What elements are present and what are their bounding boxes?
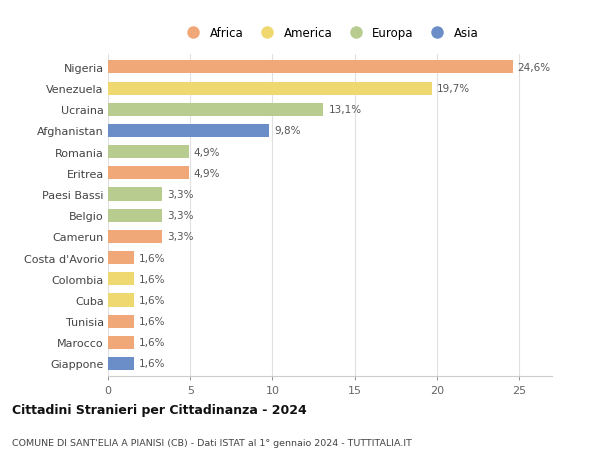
Text: 1,6%: 1,6% (139, 337, 166, 347)
Text: 1,6%: 1,6% (139, 316, 166, 326)
Text: 1,6%: 1,6% (139, 358, 166, 369)
Text: Cittadini Stranieri per Cittadinanza - 2024: Cittadini Stranieri per Cittadinanza - 2… (12, 403, 307, 416)
Bar (108, 209, 162, 222)
Bar (108, 61, 512, 74)
Text: 1,6%: 1,6% (139, 295, 166, 305)
Bar (108, 315, 134, 328)
Bar (108, 103, 323, 117)
Bar (108, 273, 134, 285)
Text: 1,6%: 1,6% (139, 253, 166, 263)
Bar (108, 167, 188, 180)
Text: 24,6%: 24,6% (517, 63, 551, 73)
Bar (108, 357, 134, 370)
Bar (108, 188, 162, 201)
Text: 4,9%: 4,9% (194, 147, 220, 157)
Text: 3,3%: 3,3% (167, 211, 194, 221)
Bar (108, 336, 134, 349)
Text: 3,3%: 3,3% (167, 190, 194, 200)
Text: 1,6%: 1,6% (139, 274, 166, 284)
Text: 9,8%: 9,8% (274, 126, 301, 136)
Text: 3,3%: 3,3% (167, 232, 194, 242)
Bar (108, 252, 134, 264)
Bar (108, 125, 269, 138)
Bar (108, 146, 188, 159)
Text: 19,7%: 19,7% (437, 84, 470, 94)
Bar (108, 82, 432, 95)
Bar (108, 230, 162, 243)
Text: COMUNE DI SANT'ELIA A PIANISI (CB) - Dati ISTAT al 1° gennaio 2024 - TUTTITALIA.: COMUNE DI SANT'ELIA A PIANISI (CB) - Dat… (12, 438, 412, 447)
Bar (108, 294, 134, 307)
Legend: Africa, America, Europa, Asia: Africa, America, Europa, Asia (176, 22, 484, 45)
Text: 13,1%: 13,1% (328, 105, 361, 115)
Text: 4,9%: 4,9% (194, 168, 220, 179)
